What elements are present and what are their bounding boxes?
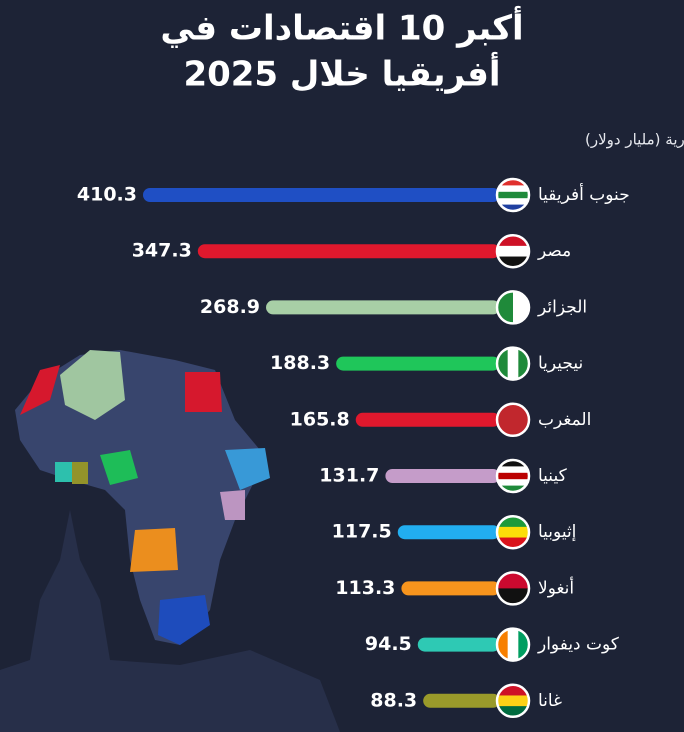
- bar: [423, 693, 500, 708]
- value-label: 113.3: [335, 577, 395, 599]
- flag-stripe: [497, 245, 529, 258]
- flag-stripe: [497, 526, 529, 539]
- flag-stripe: [497, 291, 514, 324]
- category-label: نيجيريا: [538, 354, 583, 374]
- flag-border: [495, 346, 531, 381]
- flag-stripe: [497, 198, 529, 206]
- flag-stripe: [507, 628, 519, 661]
- value-label: 410.3: [77, 184, 137, 206]
- flag-border: [495, 571, 531, 606]
- flag-stripe: [497, 235, 529, 247]
- flag-stripe: [497, 485, 529, 492]
- bar: [401, 581, 500, 596]
- bar: [397, 525, 500, 540]
- flag-stripe: [497, 256, 529, 268]
- flag-border: [495, 514, 531, 550]
- flag-stripe: [497, 191, 529, 199]
- chart-title: أفريقيا خلال 2025: [183, 52, 500, 95]
- value-label: 117.5: [332, 521, 392, 543]
- category-label: مصر: [537, 241, 571, 261]
- category-label: أنغولا: [538, 576, 574, 598]
- flag: [497, 179, 529, 211]
- flag-stripe: [518, 347, 529, 380]
- flag-border: [495, 233, 531, 269]
- flag: [497, 684, 529, 717]
- flag-border: [495, 290, 531, 325]
- flag-stripe: [497, 516, 529, 528]
- value-label: 131.7: [319, 465, 379, 487]
- flag-stripe: [497, 588, 529, 605]
- subtitle: الناتج المحلي الإجمالي المتوقع بالأسعار …: [585, 130, 684, 150]
- flag-stripe: [507, 347, 519, 380]
- flag: [497, 516, 529, 549]
- category-label: المغرب: [538, 410, 591, 430]
- category-label: جنوب أفريقيا: [538, 183, 630, 205]
- flag-border: [495, 177, 531, 213]
- flag-border: [495, 683, 531, 719]
- flag: [497, 291, 529, 324]
- flag-stripe: [497, 466, 529, 474]
- flag-stripe: [497, 204, 529, 211]
- flag: [497, 628, 529, 661]
- flag: [497, 235, 529, 268]
- bar: [143, 188, 500, 202]
- flag: [497, 347, 529, 380]
- flag-stripe: [513, 291, 529, 324]
- bar: [197, 244, 501, 259]
- category-label: الجزائر: [537, 297, 587, 317]
- flag-stripe: [518, 628, 529, 661]
- flag-border: [495, 627, 531, 662]
- flag-stripe: [497, 460, 529, 467]
- flag-stripe: [497, 185, 529, 193]
- bar: [417, 637, 500, 652]
- category-label: كوت ديفوار: [537, 635, 620, 655]
- flag-stripe: [497, 695, 529, 707]
- flag-stripe: [497, 684, 529, 696]
- flag-stripe: [497, 537, 529, 549]
- flag-stripe: [497, 706, 529, 717]
- value-label: 347.3: [132, 240, 192, 262]
- map-decoration: [0, 350, 340, 732]
- flag-stripe: [497, 347, 509, 380]
- value-label: 94.5: [365, 633, 412, 655]
- bar: [266, 300, 500, 315]
- bar: [385, 469, 500, 483]
- flag-stripe: [497, 628, 509, 661]
- category-label: إثيوبيا: [538, 522, 576, 542]
- value-label: 165.8: [290, 408, 350, 430]
- value-label: 268.9: [200, 296, 260, 318]
- flag-border: [495, 458, 531, 494]
- category-label: غانا: [538, 691, 562, 711]
- bar: [336, 356, 500, 371]
- flag-stripe: [497, 572, 529, 589]
- flag-stripe: [497, 472, 529, 480]
- category-label: كينيا: [538, 466, 568, 486]
- chart-title: أكبر 10 اقتصادات في: [160, 6, 523, 49]
- flag: [497, 572, 529, 605]
- flag: [497, 460, 529, 492]
- flag-stripe: [497, 179, 529, 186]
- flag-border: [495, 402, 531, 438]
- value-label: 88.3: [370, 689, 417, 711]
- bar: [355, 412, 500, 427]
- flag-stripe: [497, 479, 529, 487]
- value-label: 188.3: [270, 352, 330, 374]
